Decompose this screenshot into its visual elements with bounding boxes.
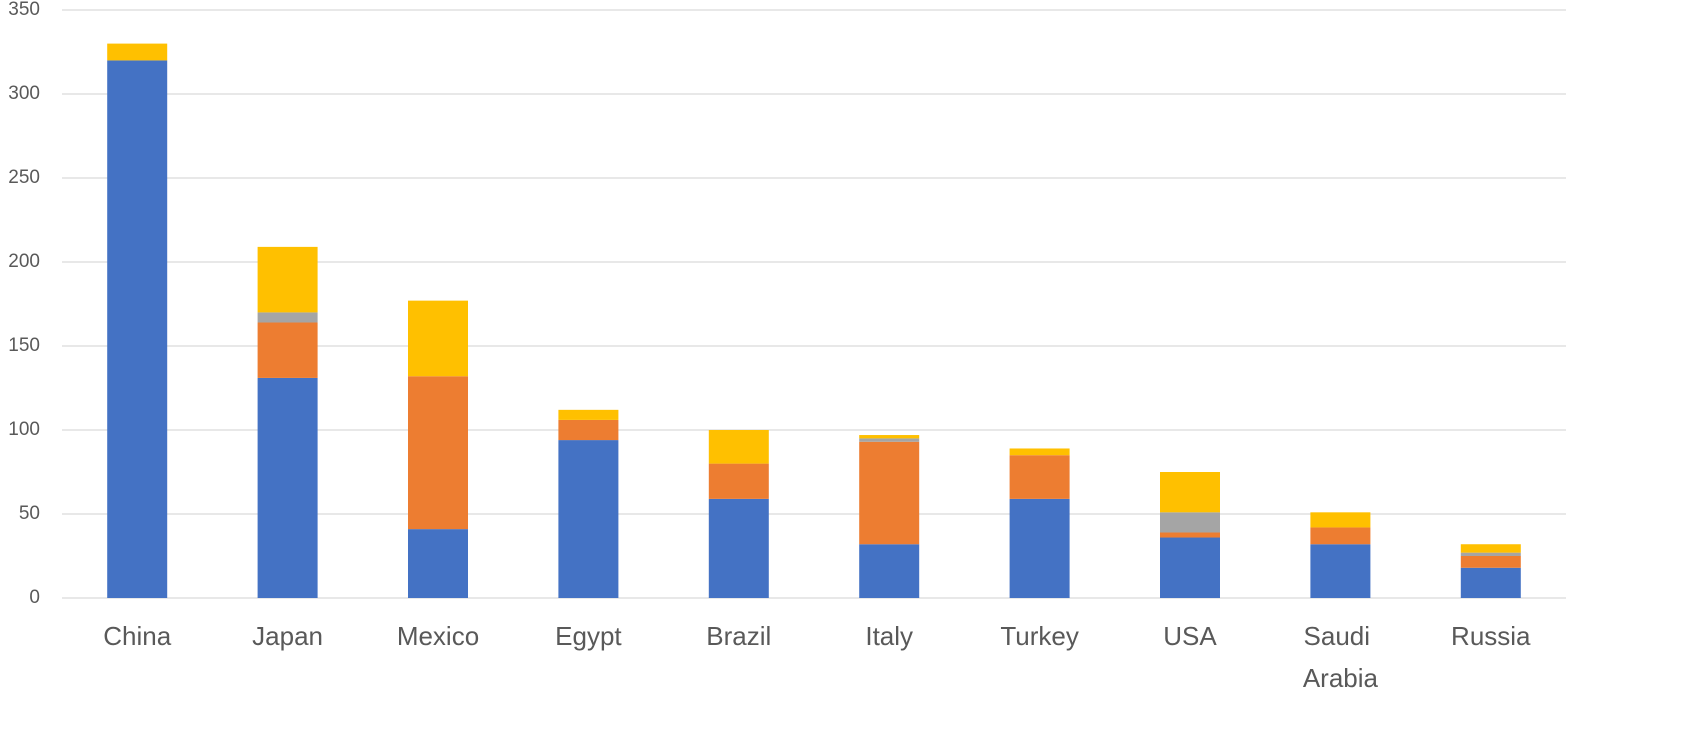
x-tick-label: Russia: [1451, 621, 1531, 651]
x-tick-label: Turkey: [1000, 621, 1079, 651]
bar-segment: [1310, 544, 1371, 598]
y-tick-label: 100: [8, 419, 40, 440]
bar-segment: [408, 300, 468, 377]
bar-segment: [257, 312, 318, 323]
bar-segment: [1160, 472, 1220, 513]
bar-segment: [107, 43, 168, 61]
x-tick-label: Saudi Arabia: [1303, 621, 1379, 693]
bar-segment: [1460, 567, 1521, 598]
bar-segment: [558, 409, 619, 420]
bar-segment: [1160, 512, 1220, 533]
y-tick-label: 200: [8, 251, 40, 272]
y-tick-label: 300: [8, 83, 40, 104]
x-tick-label: Mexico: [397, 621, 479, 651]
bar-segment: [408, 529, 468, 598]
bar-segment: [408, 376, 468, 530]
y-tick-label: 0: [29, 587, 40, 608]
bar-segment: [257, 377, 318, 598]
bar-segment: [1009, 455, 1070, 499]
y-tick-label: 350: [8, 0, 40, 20]
bar-segment: [708, 430, 769, 464]
x-tick-label: Egypt: [555, 621, 622, 651]
bar-segment: [1460, 552, 1521, 556]
bar-segment: [859, 435, 920, 439]
bar-segment: [1160, 532, 1220, 538]
y-tick-label: 150: [8, 335, 40, 356]
bar-segment: [708, 498, 769, 598]
x-tick-label: China: [103, 621, 171, 651]
bar-segment: [1310, 512, 1371, 528]
bar-segment: [257, 322, 318, 378]
bar-segment: [257, 246, 318, 313]
bar-segment: [1460, 544, 1521, 553]
y-tick-label: 50: [19, 503, 40, 524]
bar-segment: [859, 438, 920, 442]
x-tick-label: Japan: [252, 621, 323, 651]
bar-segment: [558, 440, 619, 598]
bar-segment: [859, 544, 920, 598]
x-tick-label: USA: [1163, 621, 1217, 651]
x-tick-label: Italy: [865, 621, 913, 651]
bar-segment: [1009, 448, 1070, 456]
bar-segment: [1160, 537, 1220, 598]
y-tick-label: 250: [8, 167, 40, 188]
bar-segment: [1009, 498, 1070, 598]
bar-segment: [708, 463, 769, 499]
bar-segment: [1310, 527, 1371, 545]
bar-segment: [1460, 556, 1521, 568]
x-tick-label: Brazil: [706, 621, 771, 651]
bar-segment: [558, 419, 619, 441]
bar-segment: [859, 441, 920, 545]
bar-segment: [107, 60, 168, 598]
